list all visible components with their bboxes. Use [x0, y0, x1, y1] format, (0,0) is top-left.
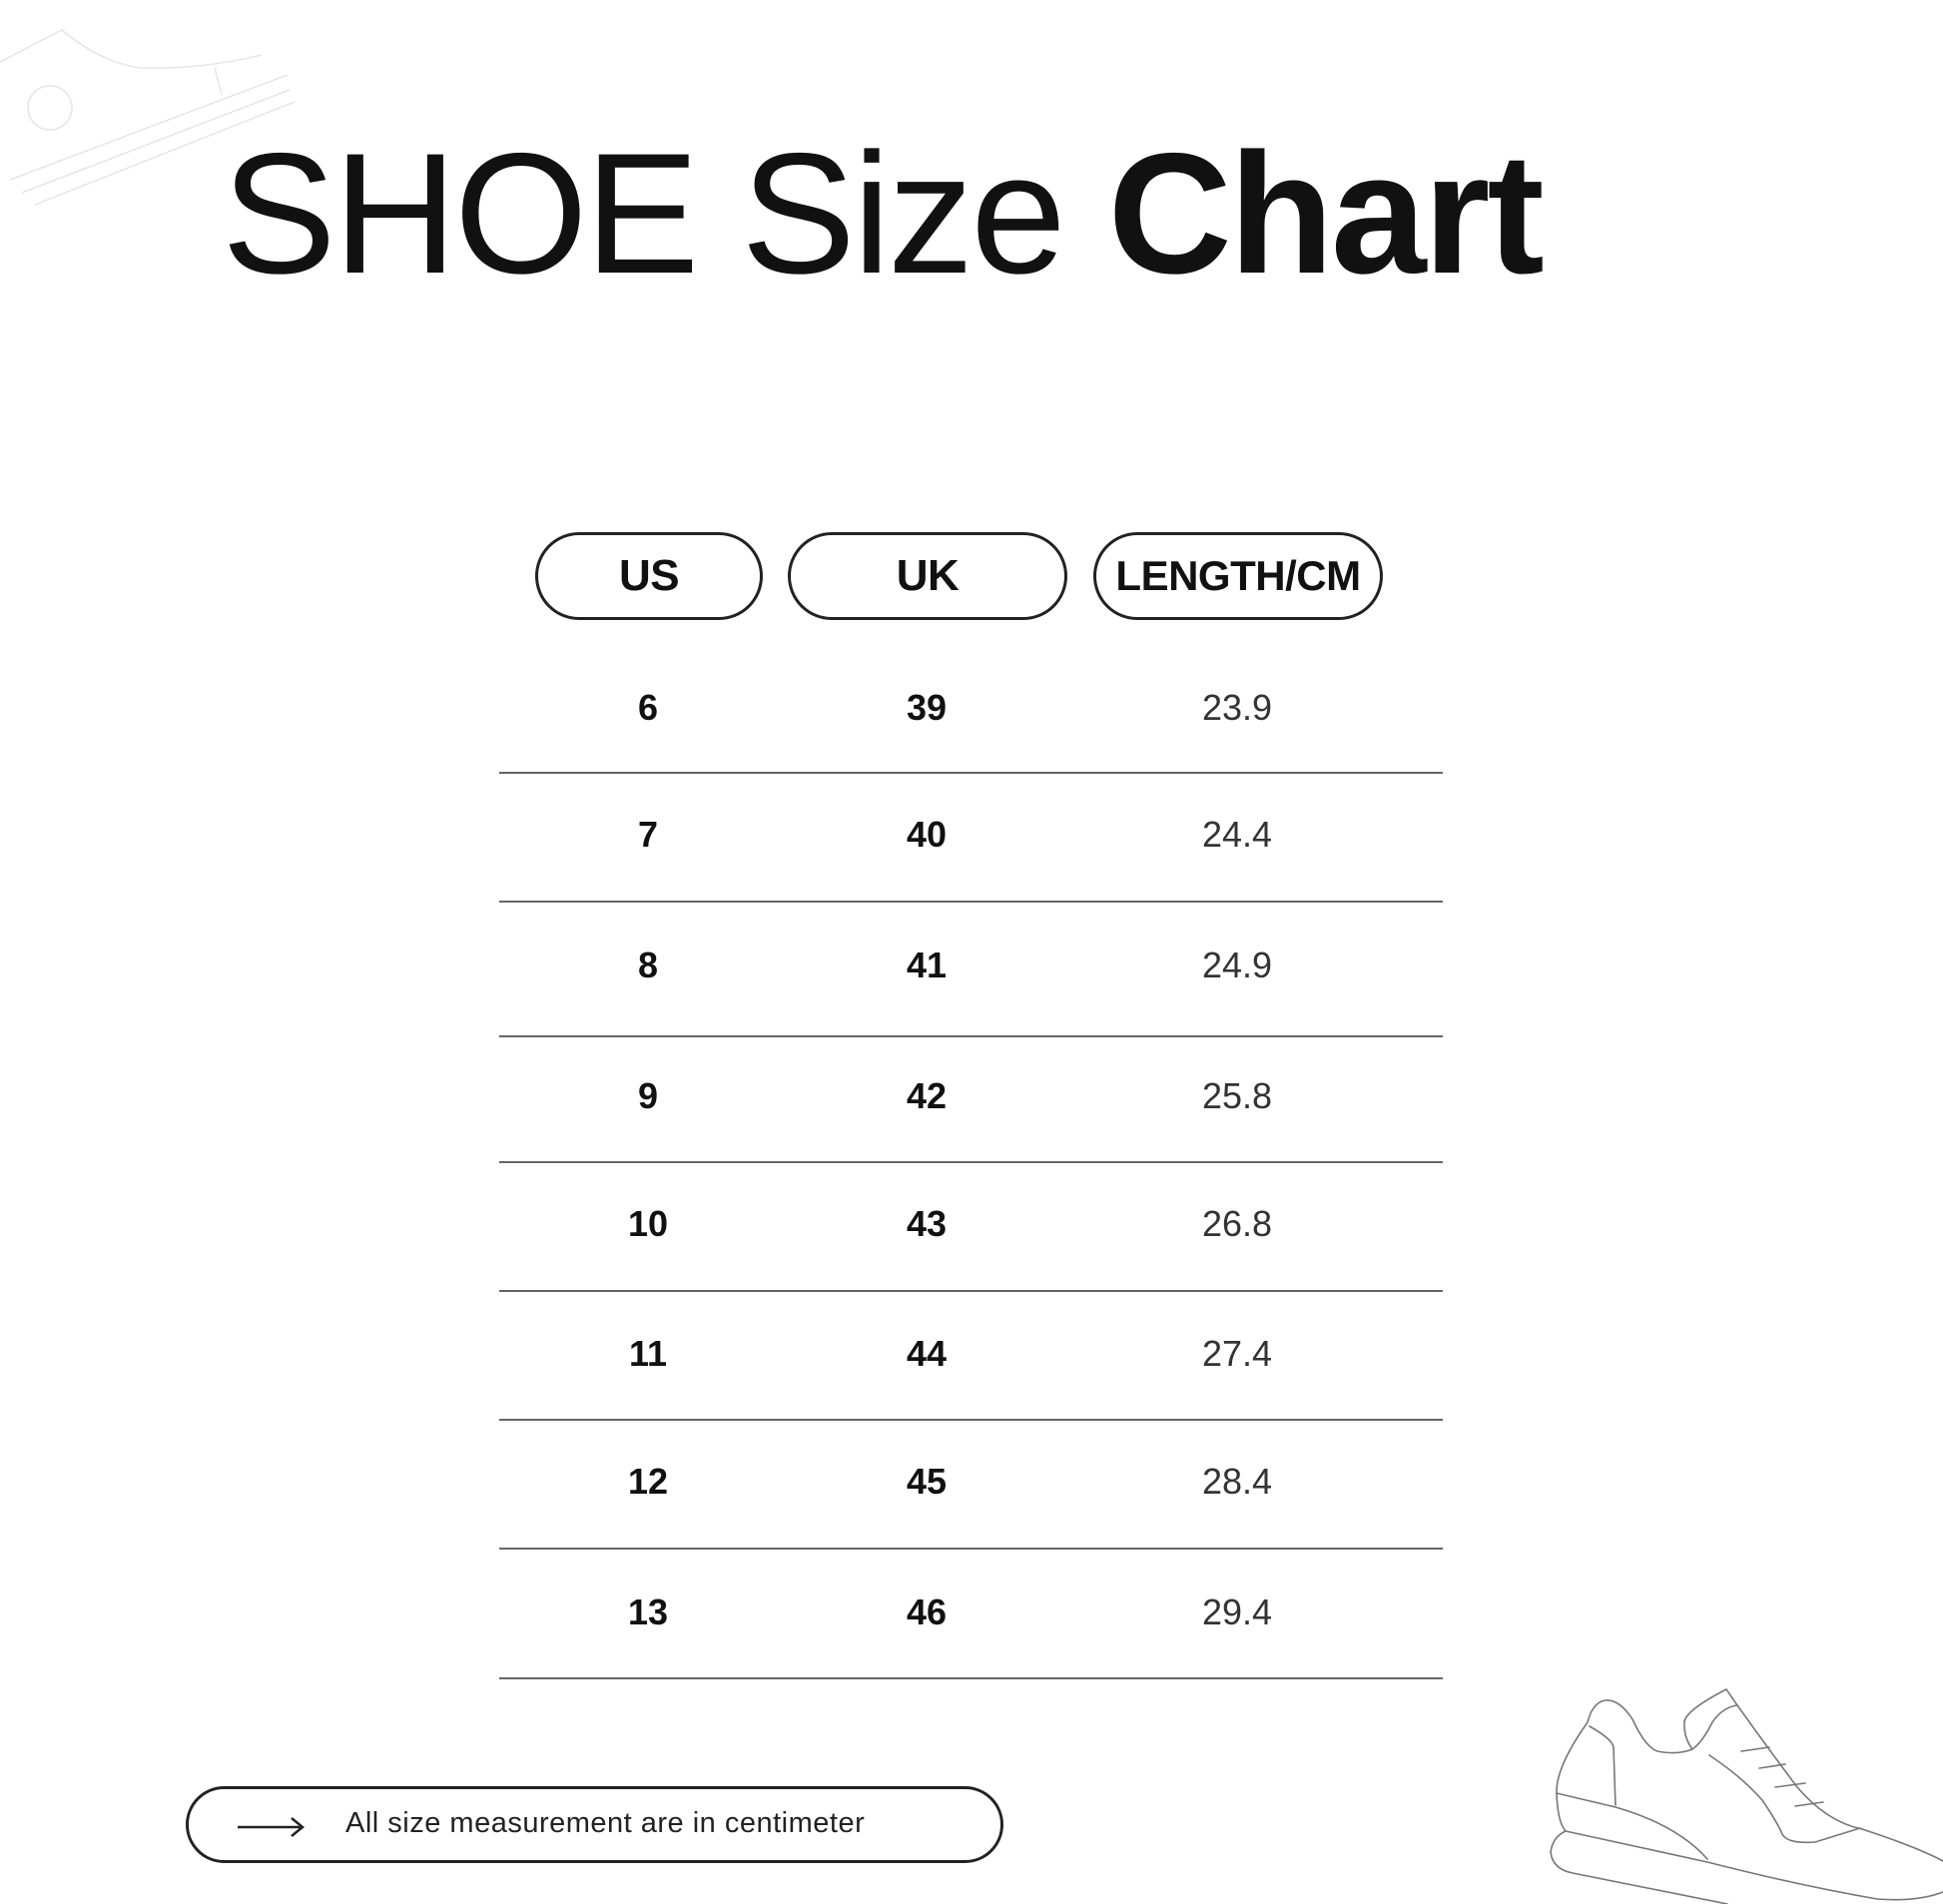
us-size-cell: 11	[628, 1333, 668, 1374]
us-size-cell: 10	[627, 1203, 669, 1244]
us-size-cell: 6	[637, 687, 659, 728]
row-divider	[499, 901, 1443, 903]
row-divider	[499, 1161, 1443, 1163]
title-bold: Chart	[1107, 118, 1545, 310]
length-cm-cell: 27.4	[1201, 1333, 1273, 1374]
header-length: LENGTH/CM	[1093, 532, 1383, 620]
us-size-cell: 7	[637, 814, 659, 855]
footer-note-box	[186, 1786, 1003, 1863]
row-divider	[499, 1677, 1443, 1679]
uk-size-cell: 44	[906, 1333, 948, 1374]
uk-size-cell: 46	[906, 1591, 948, 1632]
us-size-cell: 8	[637, 945, 659, 985]
uk-size-cell: 39	[906, 687, 948, 728]
sneaker-outline-icon	[1550, 1687, 1943, 1904]
us-size-cell: 9	[637, 1075, 659, 1116]
length-cm-cell: 24.4	[1201, 814, 1273, 855]
row-divider	[499, 772, 1443, 774]
length-cm-cell: 26.8	[1201, 1203, 1273, 1244]
us-size-cell: 13	[627, 1591, 669, 1632]
uk-size-cell: 40	[906, 814, 948, 855]
header-uk: UK	[788, 532, 1067, 620]
row-divider	[499, 1548, 1443, 1550]
uk-size-cell: 45	[906, 1461, 948, 1502]
us-size-cell: 12	[627, 1461, 669, 1502]
row-divider	[499, 1419, 1443, 1421]
length-cm-cell: 24.9	[1201, 945, 1273, 985]
uk-size-cell: 43	[906, 1203, 948, 1244]
title-light: SHOE Size	[222, 118, 1066, 310]
row-divider	[499, 1035, 1443, 1037]
footer-note: All size measurement are in centimeter	[345, 1807, 866, 1839]
uk-size-cell: 42	[906, 1075, 948, 1116]
arrow-right-icon	[238, 1817, 305, 1837]
length-cm-cell: 29.4	[1201, 1591, 1273, 1632]
page-title: SHOE Size Chart	[222, 128, 1545, 300]
length-cm-cell: 23.9	[1201, 687, 1273, 728]
uk-size-cell: 41	[906, 945, 948, 985]
length-cm-cell: 25.8	[1201, 1075, 1273, 1116]
header-us: US	[535, 532, 763, 620]
row-divider	[499, 1290, 1443, 1292]
length-cm-cell: 28.4	[1201, 1461, 1273, 1502]
sneaker-faint-icon	[0, 29, 296, 206]
